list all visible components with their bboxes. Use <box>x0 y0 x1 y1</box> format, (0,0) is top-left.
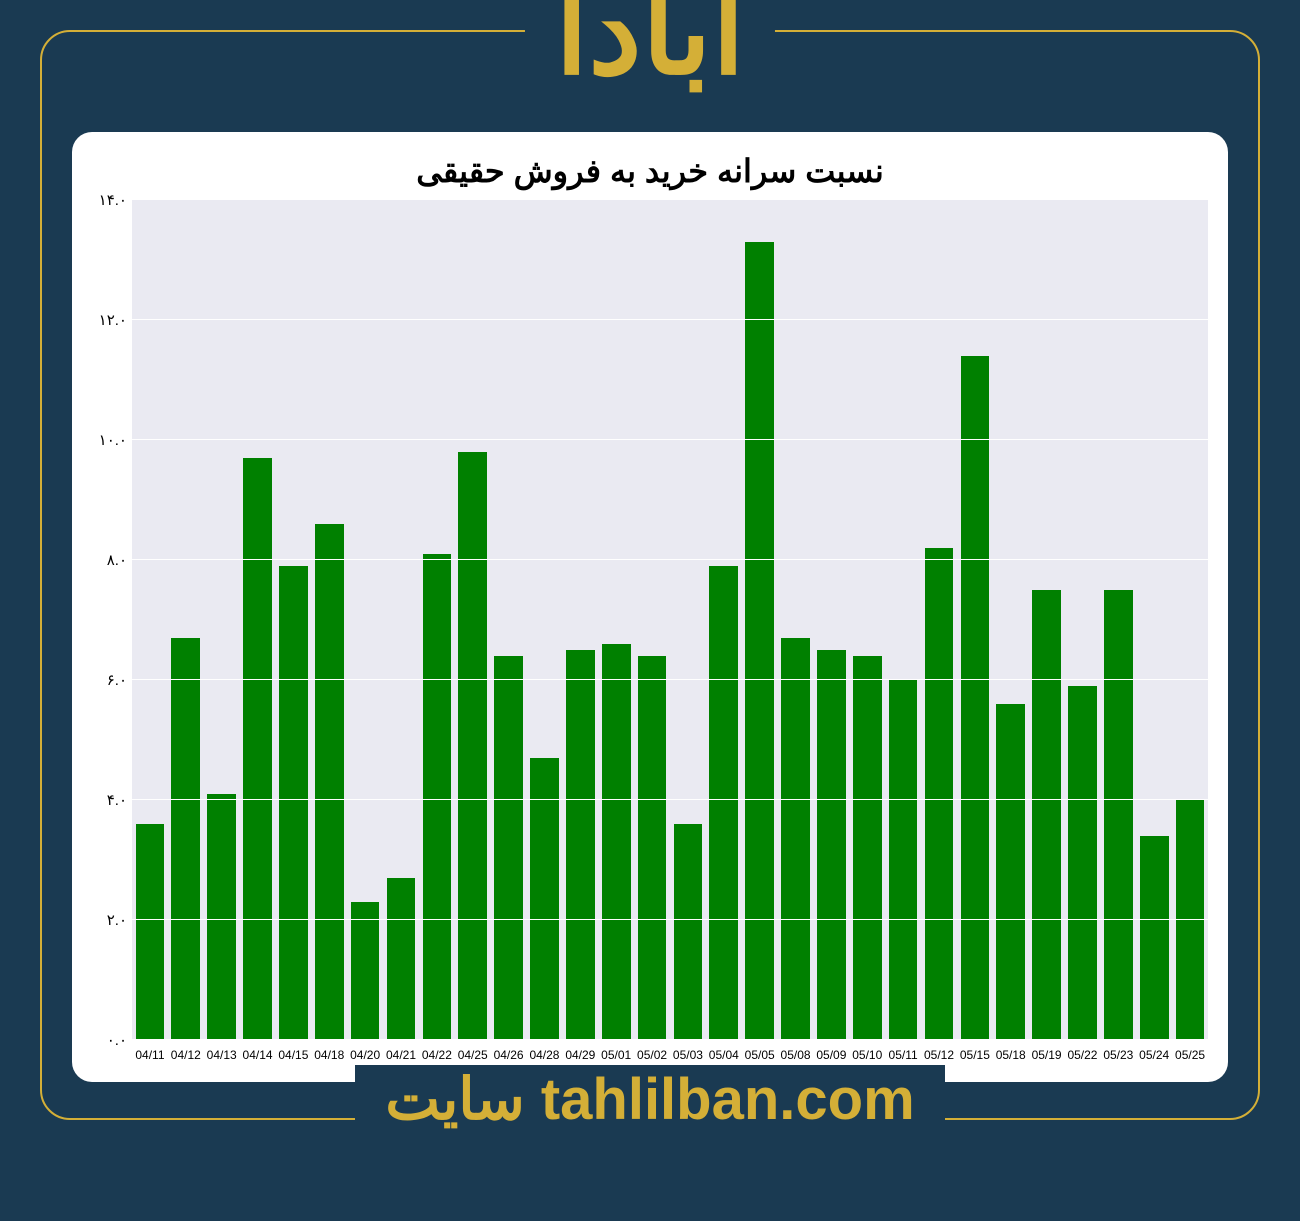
chart-panel: نسبت سرانه خرید به فروش حقیقی ۰.۰ ۲.۰ ۴.۰ ۶… <box>72 132 1228 1082</box>
x-tick-label: 05/01 <box>601 1048 631 1062</box>
bar <box>709 566 738 1040</box>
x-tick-label: 05/24 <box>1139 1048 1169 1062</box>
y-tick-label: ۰.۰ <box>87 1031 127 1049</box>
bar <box>171 638 200 1040</box>
x-tick-label: 04/12 <box>171 1048 201 1062</box>
bar <box>458 452 487 1040</box>
bar <box>530 758 559 1040</box>
x-tick-label: 05/04 <box>709 1048 739 1062</box>
x-tick-label: 04/11 <box>135 1048 164 1062</box>
x-tick-label: 04/21 <box>386 1048 416 1062</box>
bar <box>315 524 344 1040</box>
x-tick-label: 04/25 <box>458 1048 488 1062</box>
x-tick-label: 04/15 <box>278 1048 308 1062</box>
bar <box>889 680 918 1040</box>
bar <box>1032 590 1061 1040</box>
x-tick-label: 05/18 <box>996 1048 1026 1062</box>
bar <box>745 242 774 1040</box>
bar <box>638 656 667 1040</box>
bar <box>961 356 990 1040</box>
bar <box>243 458 272 1040</box>
header-title-wrap: آبادا <box>525 0 775 92</box>
x-tick-label: 05/10 <box>852 1048 882 1062</box>
bar <box>279 566 308 1040</box>
x-tick-label: 04/18 <box>314 1048 344 1062</box>
x-tick-label: 05/03 <box>673 1048 703 1062</box>
gridline <box>132 1039 1208 1040</box>
bar <box>1176 800 1205 1040</box>
x-tick-label: 04/14 <box>243 1048 273 1062</box>
y-axis: ۰.۰۲.۰۴.۰۶.۰۸.۰۱۰.۰۱۲.۰۱۴.۰ <box>87 200 132 1040</box>
x-tick-label: 05/08 <box>781 1048 811 1062</box>
bar <box>996 704 1025 1040</box>
header-title: آبادا <box>555 0 745 92</box>
bar <box>781 638 810 1040</box>
gridline <box>132 199 1208 200</box>
x-tick-label: 05/05 <box>745 1048 775 1062</box>
plot-area <box>132 200 1208 1040</box>
bar <box>925 548 954 1040</box>
bar <box>136 824 165 1040</box>
bar <box>853 656 882 1040</box>
bar <box>1140 836 1169 1040</box>
x-tick-label: 05/12 <box>924 1048 954 1062</box>
bar <box>387 878 416 1040</box>
x-tick-label: 05/02 <box>637 1048 667 1062</box>
footer-prefix: سایت <box>385 1067 524 1132</box>
bars-container <box>132 200 1208 1040</box>
footer-url: tahlilban.com <box>541 1067 915 1132</box>
y-tick-label: ۸.۰ <box>87 551 127 569</box>
y-tick-label: ۶.۰ <box>87 671 127 689</box>
x-tick-label: 04/26 <box>494 1048 524 1062</box>
bar <box>1068 686 1097 1040</box>
bar <box>494 656 523 1040</box>
bar <box>423 554 452 1040</box>
bar <box>674 824 703 1040</box>
y-tick-label: ۱۴.۰ <box>87 191 127 209</box>
gridline <box>132 559 1208 560</box>
x-tick-label: 05/09 <box>816 1048 846 1062</box>
x-tick-label: 04/29 <box>565 1048 595 1062</box>
y-tick-label: ۲.۰ <box>87 911 127 929</box>
bar <box>602 644 631 1040</box>
y-tick-label: ۴.۰ <box>87 791 127 809</box>
chart-area: ۰.۰۲.۰۴.۰۶.۰۸.۰۱۰.۰۱۲.۰۱۴.۰ 04/1104/1204… <box>87 200 1213 1070</box>
gridline <box>132 319 1208 320</box>
gridline <box>132 919 1208 920</box>
x-tick-label: 05/22 <box>1067 1048 1097 1062</box>
footer: سایت tahlilban.com <box>42 1065 1258 1133</box>
x-tick-label: 05/19 <box>1032 1048 1062 1062</box>
bar <box>566 650 595 1040</box>
x-tick-label: 05/25 <box>1175 1048 1205 1062</box>
x-tick-label: 04/13 <box>207 1048 237 1062</box>
bar <box>207 794 236 1040</box>
x-tick-label: 04/20 <box>350 1048 380 1062</box>
gridline <box>132 799 1208 800</box>
footer-text: سایت tahlilban.com <box>385 1067 914 1132</box>
content-frame: آبادا نسبت سرانه خرید به فروش حقیقی ۰.۰۲… <box>40 30 1260 1120</box>
x-tick-label: 04/28 <box>529 1048 559 1062</box>
x-tick-label: 05/23 <box>1103 1048 1133 1062</box>
x-tick-label: 05/15 <box>960 1048 990 1062</box>
y-tick-label: ۱۲.۰ <box>87 311 127 329</box>
bar <box>817 650 846 1040</box>
chart-title: نسبت سرانه خرید به فروش حقیقی <box>87 152 1213 190</box>
y-tick-label: ۱۰.۰ <box>87 431 127 449</box>
gridline <box>132 679 1208 680</box>
x-tick-label: 05/11 <box>889 1048 918 1062</box>
x-tick-label: 04/22 <box>422 1048 452 1062</box>
bar <box>1104 590 1133 1040</box>
bar <box>351 902 380 1040</box>
gridline <box>132 439 1208 440</box>
